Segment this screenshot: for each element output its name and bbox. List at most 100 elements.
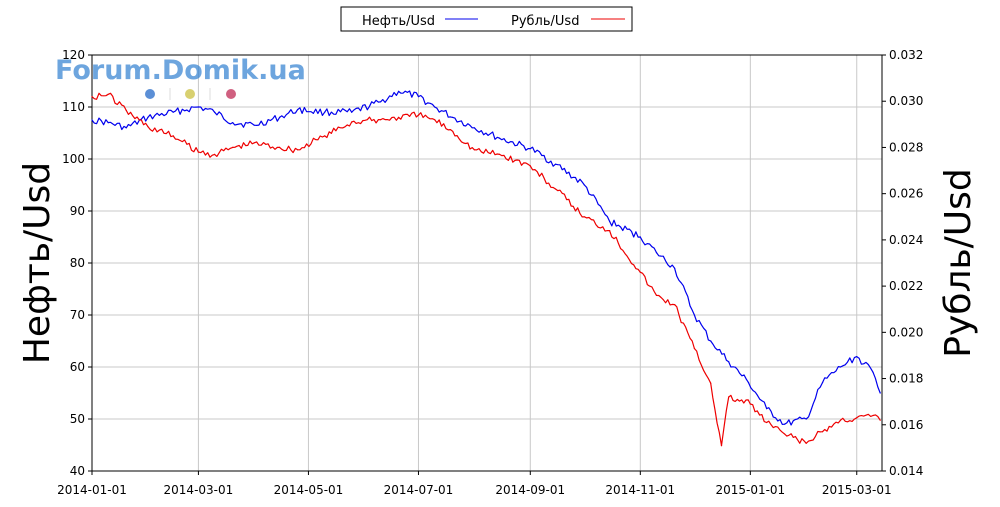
legend-box: [340, 6, 633, 32]
data-point-oil: [279, 116, 281, 118]
data-point-ruble: [720, 445, 723, 447]
data-point-oil: [710, 340, 712, 342]
y-axis-label-right: Рубль/Usd: [938, 168, 979, 358]
data-point-oil: [232, 122, 234, 124]
data-point-ruble: [609, 230, 611, 232]
legend: Нефть/Usd Рубль/Usd: [340, 6, 633, 32]
data-point-ruble: [172, 135, 174, 137]
data-point-ruble: [434, 119, 436, 121]
data-point-oil: [147, 116, 149, 118]
y-tick-label-right: 0.028: [889, 140, 923, 154]
y-tick-label-right: 0.014: [889, 464, 923, 478]
data-point-ruble: [324, 135, 326, 137]
data-point-oil: [879, 392, 881, 394]
y-tick-label-right: 0.016: [889, 418, 923, 432]
data-point-oil: [434, 106, 436, 108]
watermark-dot-blue: [145, 89, 155, 99]
data-point-ruble: [728, 396, 730, 398]
data-point-oil: [380, 101, 382, 103]
data-point-oil: [452, 116, 454, 118]
data-point-ruble: [839, 419, 842, 421]
y-tick-label-left: 90: [70, 204, 85, 218]
y-tick-label-right: 0.020: [889, 325, 923, 339]
data-point-ruble: [583, 216, 586, 218]
data-point-oil: [499, 137, 501, 139]
y-tick-label-left: 70: [70, 308, 85, 322]
x-tick-label: 2014-07-01: [384, 483, 454, 497]
data-point-ruble: [639, 271, 641, 273]
x-tick-label: 2014-05-01: [274, 483, 344, 497]
data-point-ruble: [147, 126, 149, 128]
data-point-ruble: [197, 151, 199, 153]
data-point-ruble: [872, 414, 874, 417]
x-tick-label: 2014-01-01: [57, 483, 127, 497]
data-point-ruble: [784, 433, 786, 435]
data-point-oil: [728, 361, 730, 363]
legend-label-oil: Нефть/Usd: [362, 14, 435, 29]
data-point-oil: [473, 127, 475, 129]
data-point-ruble: [232, 146, 234, 148]
watermark-dot-red: [226, 89, 236, 99]
data-point-oil: [747, 382, 750, 384]
data-point-ruble: [499, 153, 501, 155]
data-point-ruble: [452, 130, 454, 132]
legend-label-ruble: Рубль/Usd: [511, 14, 579, 29]
y-tick-label-left: 110: [62, 100, 85, 114]
y-tick-label-left: 80: [70, 256, 85, 270]
y-tick-label-left: 40: [70, 464, 85, 478]
data-point-ruble: [856, 417, 858, 419]
data-point-oil: [297, 109, 299, 111]
y-tick-label-right: 0.022: [889, 279, 923, 293]
y-axis-label-left: Нефть/Usd: [17, 162, 58, 364]
data-point-ruble: [214, 153, 216, 155]
data-point-ruble: [655, 294, 658, 296]
watermark-dot-yellow: [185, 89, 195, 99]
data-point-oil: [655, 252, 658, 254]
data-point-ruble: [380, 119, 382, 121]
data-point-oil: [324, 111, 326, 113]
y-tick-label-left: 120: [62, 48, 85, 62]
data-point-ruble: [879, 419, 881, 421]
data-point-ruble: [91, 96, 93, 98]
data-point-oil: [214, 111, 216, 113]
y-tick-label-right: 0.026: [889, 187, 923, 201]
data-point-ruble: [253, 142, 255, 144]
data-point-oil: [351, 111, 353, 113]
watermark-logo: Forum.Domik.ua: [55, 55, 306, 100]
x-tick-label: 2014-09-01: [495, 483, 565, 497]
data-point-oil: [91, 119, 93, 121]
data-point-ruble: [529, 165, 531, 167]
watermark-text: Forum.Domik.ua: [55, 55, 306, 86]
data-point-ruble: [749, 403, 751, 405]
data-point-ruble: [674, 304, 676, 306]
y-tick-label-right: 0.024: [889, 233, 923, 247]
data-point-ruble: [125, 109, 127, 112]
data-point-ruble: [473, 149, 475, 151]
data-point-oil: [766, 408, 768, 410]
data-point-ruble: [821, 431, 824, 433]
y-tick-label-right: 0.030: [889, 94, 923, 108]
data-point-ruble: [693, 347, 696, 350]
data-point-oil: [856, 356, 858, 358]
data-point-ruble: [279, 146, 281, 148]
data-point-oil: [583, 184, 586, 186]
data-point-ruble: [351, 121, 353, 123]
data-point-oil: [529, 148, 531, 150]
series-line-oil: [91, 90, 881, 426]
data-point-ruble: [554, 188, 557, 190]
data-point-oil: [125, 127, 127, 129]
data-point-oil: [639, 236, 641, 238]
data-point-oil: [554, 163, 557, 165]
data-point-ruble: [297, 149, 299, 151]
data-point-oil: [821, 382, 824, 384]
y-tick-label-left: 100: [62, 152, 85, 166]
data-point-oil: [609, 220, 611, 222]
data-point-ruble: [417, 114, 420, 116]
data-point-oil: [805, 418, 807, 420]
y-tick-label-left: 60: [70, 360, 85, 374]
data-point-oil: [872, 371, 874, 373]
x-tick-label: 2014-03-01: [164, 483, 234, 497]
data-point-oil: [839, 366, 842, 368]
data-point-ruble: [107, 93, 109, 95]
